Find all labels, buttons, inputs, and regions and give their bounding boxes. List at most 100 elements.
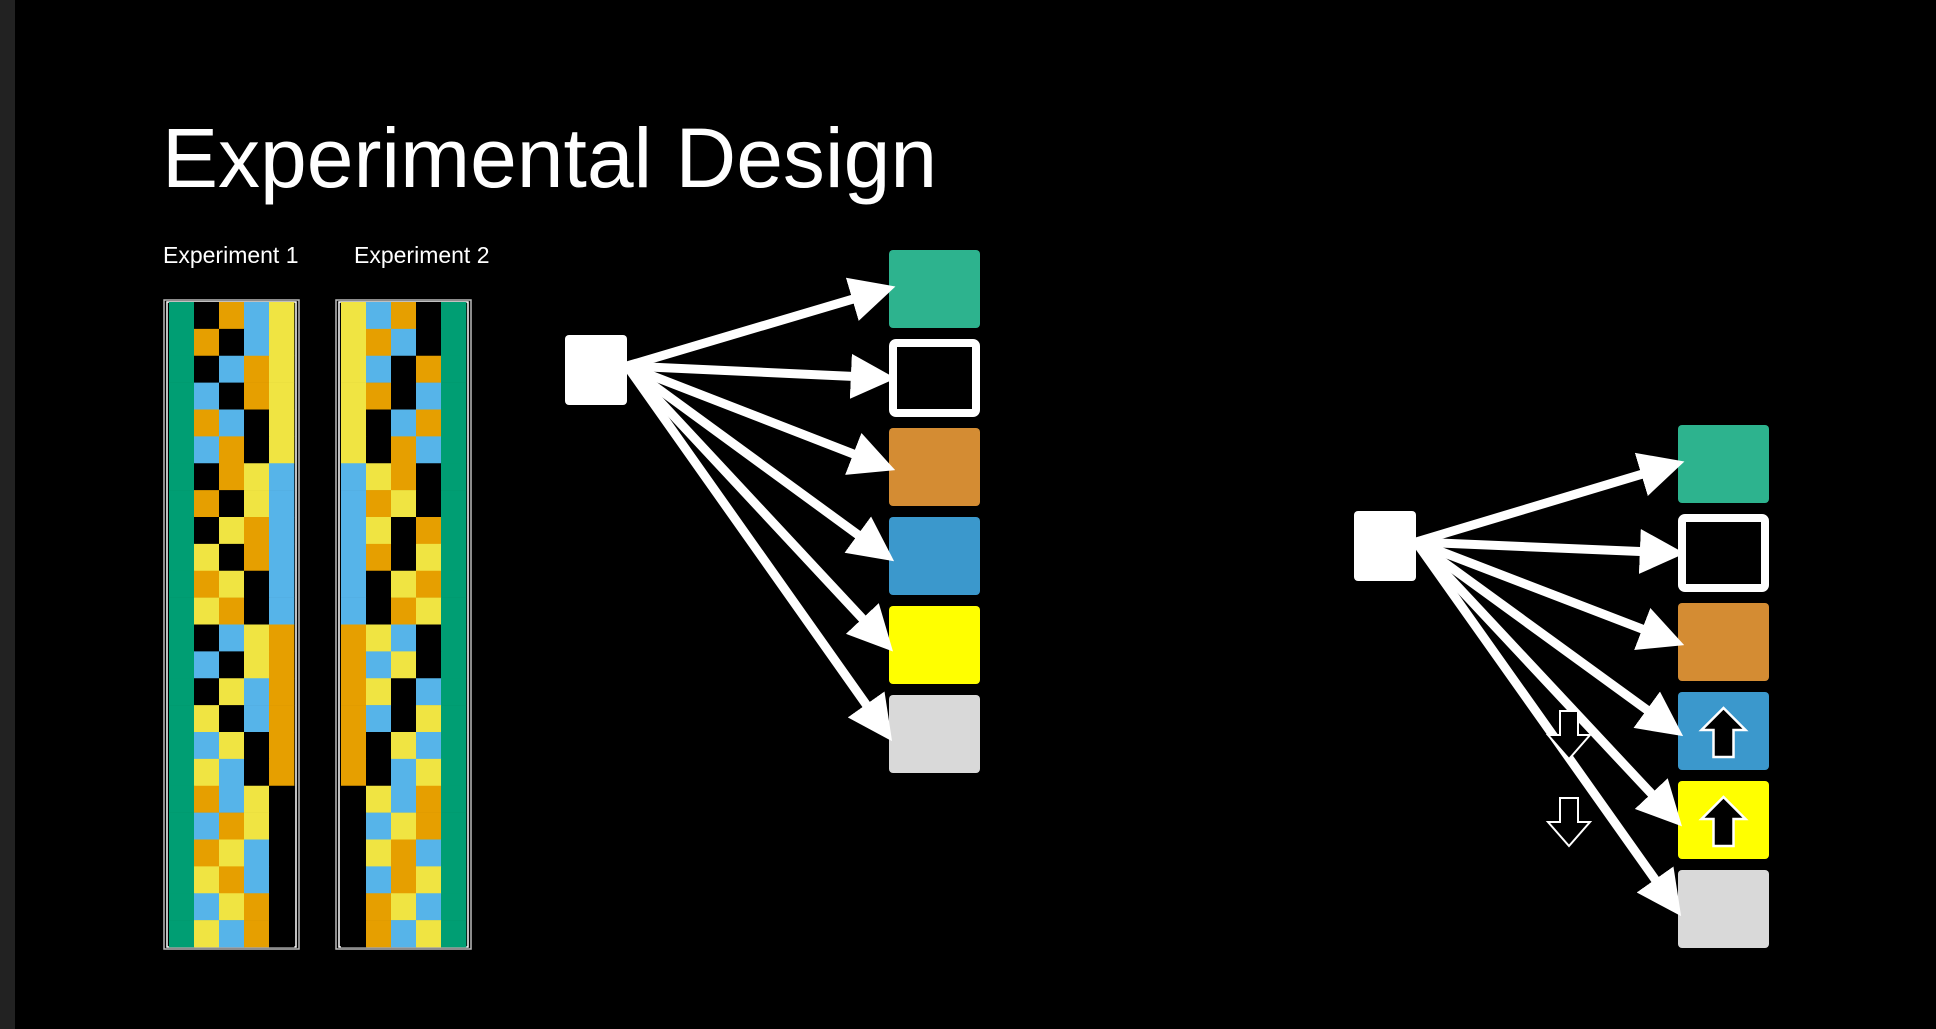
grid-cell-blue bbox=[269, 490, 295, 518]
mapping-arrow-black bbox=[1415, 528, 1685, 574]
grid-cell-yellow bbox=[219, 570, 245, 598]
grid-cell-black bbox=[269, 785, 295, 813]
grid-cell-blue bbox=[391, 920, 417, 948]
grid-cell-yellow bbox=[366, 463, 392, 491]
grid-cell-orange bbox=[391, 597, 417, 625]
grid-cell-green bbox=[169, 436, 195, 464]
experiment-1-grid bbox=[163, 299, 300, 950]
grid-cell-blue bbox=[194, 382, 220, 410]
down-arrow-icon bbox=[1545, 797, 1593, 848]
grid-cell-green bbox=[441, 517, 467, 545]
grid-cell-black bbox=[269, 893, 295, 921]
grid-cell-black bbox=[341, 785, 367, 813]
grid-cell-yellow bbox=[269, 409, 295, 437]
grid-cell-green bbox=[441, 839, 467, 867]
target-box-gray bbox=[889, 695, 980, 773]
grid-cell-yellow bbox=[391, 812, 417, 840]
grid-cell-yellow bbox=[244, 785, 270, 813]
grid-cell-green bbox=[169, 866, 195, 894]
grid-cell-orange bbox=[194, 785, 220, 813]
grid-cell-orange bbox=[416, 409, 442, 437]
grid-cell-green bbox=[169, 597, 195, 625]
grid-cell-orange bbox=[341, 758, 367, 787]
grid-cell-orange bbox=[341, 624, 367, 652]
grid-cell-orange bbox=[219, 812, 245, 840]
grid-cell-yellow bbox=[391, 893, 417, 921]
grid-cell-black bbox=[219, 382, 245, 410]
grid-cell-blue bbox=[219, 785, 245, 813]
grid-cell-black bbox=[391, 543, 417, 572]
experiment-2-label: Experiment 2 bbox=[354, 242, 490, 268]
grid-cell-black bbox=[219, 490, 245, 518]
grid-cell-green bbox=[441, 355, 467, 383]
grid-cell-blue bbox=[366, 812, 392, 840]
grid-cell-blue bbox=[416, 839, 442, 867]
grid-cell-yellow bbox=[194, 758, 220, 787]
grid-cell-green bbox=[169, 302, 195, 330]
grid-cell-black bbox=[366, 597, 392, 625]
grid-cell-blue bbox=[366, 302, 392, 330]
grid-cell-black bbox=[244, 409, 270, 437]
grid-cell-orange bbox=[341, 705, 367, 733]
left-edge-strip bbox=[0, 0, 15, 1029]
grid-cell-green bbox=[441, 866, 467, 894]
grid-cell-green bbox=[441, 624, 467, 652]
grid-cell-green bbox=[169, 624, 195, 652]
grid-cell-yellow bbox=[416, 758, 442, 787]
grid-cell-yellow bbox=[416, 543, 442, 572]
grid-cell-green bbox=[441, 302, 467, 330]
grid-cell-yellow bbox=[269, 382, 295, 410]
grid-cell-green bbox=[441, 920, 467, 948]
grid-cell-yellow bbox=[194, 597, 220, 625]
grid-cell-blue bbox=[269, 463, 295, 491]
grid-cell-yellow bbox=[341, 436, 367, 464]
grid-cell-blue bbox=[194, 812, 220, 840]
mapping-arrow-green bbox=[625, 277, 896, 371]
experiment-1-label: Experiment 1 bbox=[163, 242, 299, 268]
grid-cell-blue bbox=[269, 570, 295, 598]
target-box-yellow bbox=[889, 606, 980, 684]
grid-cell-green bbox=[441, 409, 467, 437]
grid-cell-yellow bbox=[219, 678, 245, 706]
grid-cell-green bbox=[169, 382, 195, 410]
grid-cell-yellow bbox=[244, 624, 270, 652]
mapping-arrow-orange bbox=[1414, 537, 1685, 651]
grid-cell-black bbox=[416, 490, 442, 518]
grid-cell-black bbox=[416, 463, 442, 491]
grid-cell-black bbox=[269, 812, 295, 840]
mapping-arrow-gray bbox=[623, 363, 893, 742]
grid-cell-black bbox=[219, 651, 245, 679]
grid-cell-black bbox=[341, 866, 367, 894]
grid-cell-green bbox=[441, 543, 467, 572]
grid-cell-green bbox=[441, 490, 467, 518]
grid-cell-black bbox=[244, 597, 270, 625]
grid-cell-yellow bbox=[269, 302, 295, 330]
grid-cell-green bbox=[441, 812, 467, 840]
grid-cell-orange bbox=[244, 920, 270, 948]
grid-cell-orange bbox=[269, 678, 295, 706]
grid-cell-black bbox=[341, 893, 367, 921]
grid-cell-yellow bbox=[219, 732, 245, 760]
target-box-green bbox=[1678, 425, 1769, 503]
grid-cell-black bbox=[194, 463, 220, 491]
grid-cell-green bbox=[441, 651, 467, 679]
grid-cell-orange bbox=[391, 866, 417, 894]
grid-cell-blue bbox=[391, 409, 417, 437]
grid-cell-green bbox=[169, 758, 195, 787]
grid-cell-orange bbox=[219, 597, 245, 625]
grid-cell-blue bbox=[244, 839, 270, 867]
grid-cell-green bbox=[169, 920, 195, 948]
grid-cell-black bbox=[194, 624, 220, 652]
grid-cell-green bbox=[441, 597, 467, 625]
grid-cell-orange bbox=[219, 436, 245, 464]
grid-cell-black bbox=[269, 866, 295, 894]
grid-cell-orange bbox=[219, 463, 245, 491]
grid-cell-black bbox=[244, 758, 270, 787]
grid-cell-blue bbox=[416, 382, 442, 410]
grid-cell-black bbox=[366, 732, 392, 760]
grid-cell-green bbox=[169, 463, 195, 491]
grid-cell-black bbox=[194, 517, 220, 545]
